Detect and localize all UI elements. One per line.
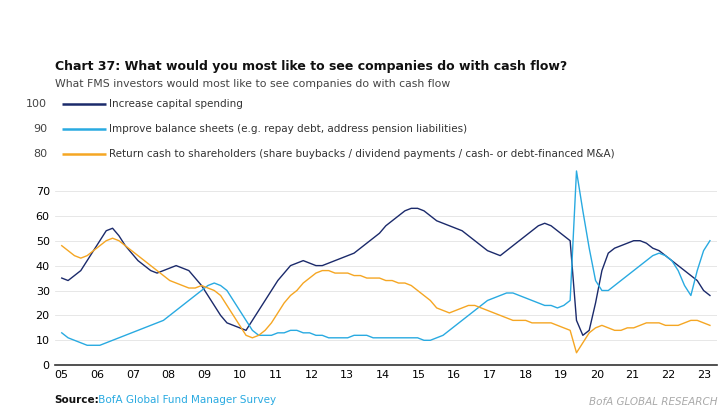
Text: Return cash to shareholders (share buybacks / dividend payments / cash- or debt-: Return cash to shareholders (share buyba… [109, 149, 615, 159]
Text: Improve balance sheets (e.g. repay debt, address pension liabilities): Improve balance sheets (e.g. repay debt,… [109, 124, 467, 134]
Text: 100: 100 [26, 99, 47, 109]
Text: Chart 37: What would you most like to see companies do with cash flow?: Chart 37: What would you most like to se… [55, 60, 567, 73]
Text: Increase capital spending: Increase capital spending [109, 99, 243, 109]
Text: 90: 90 [33, 124, 47, 134]
Text: 80: 80 [33, 149, 47, 159]
Text: BofA GLOBAL RESEARCH: BofA GLOBAL RESEARCH [588, 397, 717, 407]
Text: What FMS investors would most like to see companies do with cash flow: What FMS investors would most like to se… [55, 79, 450, 89]
Text: Source:: Source: [55, 395, 99, 405]
Text: BofA Global Fund Manager Survey: BofA Global Fund Manager Survey [95, 395, 276, 405]
